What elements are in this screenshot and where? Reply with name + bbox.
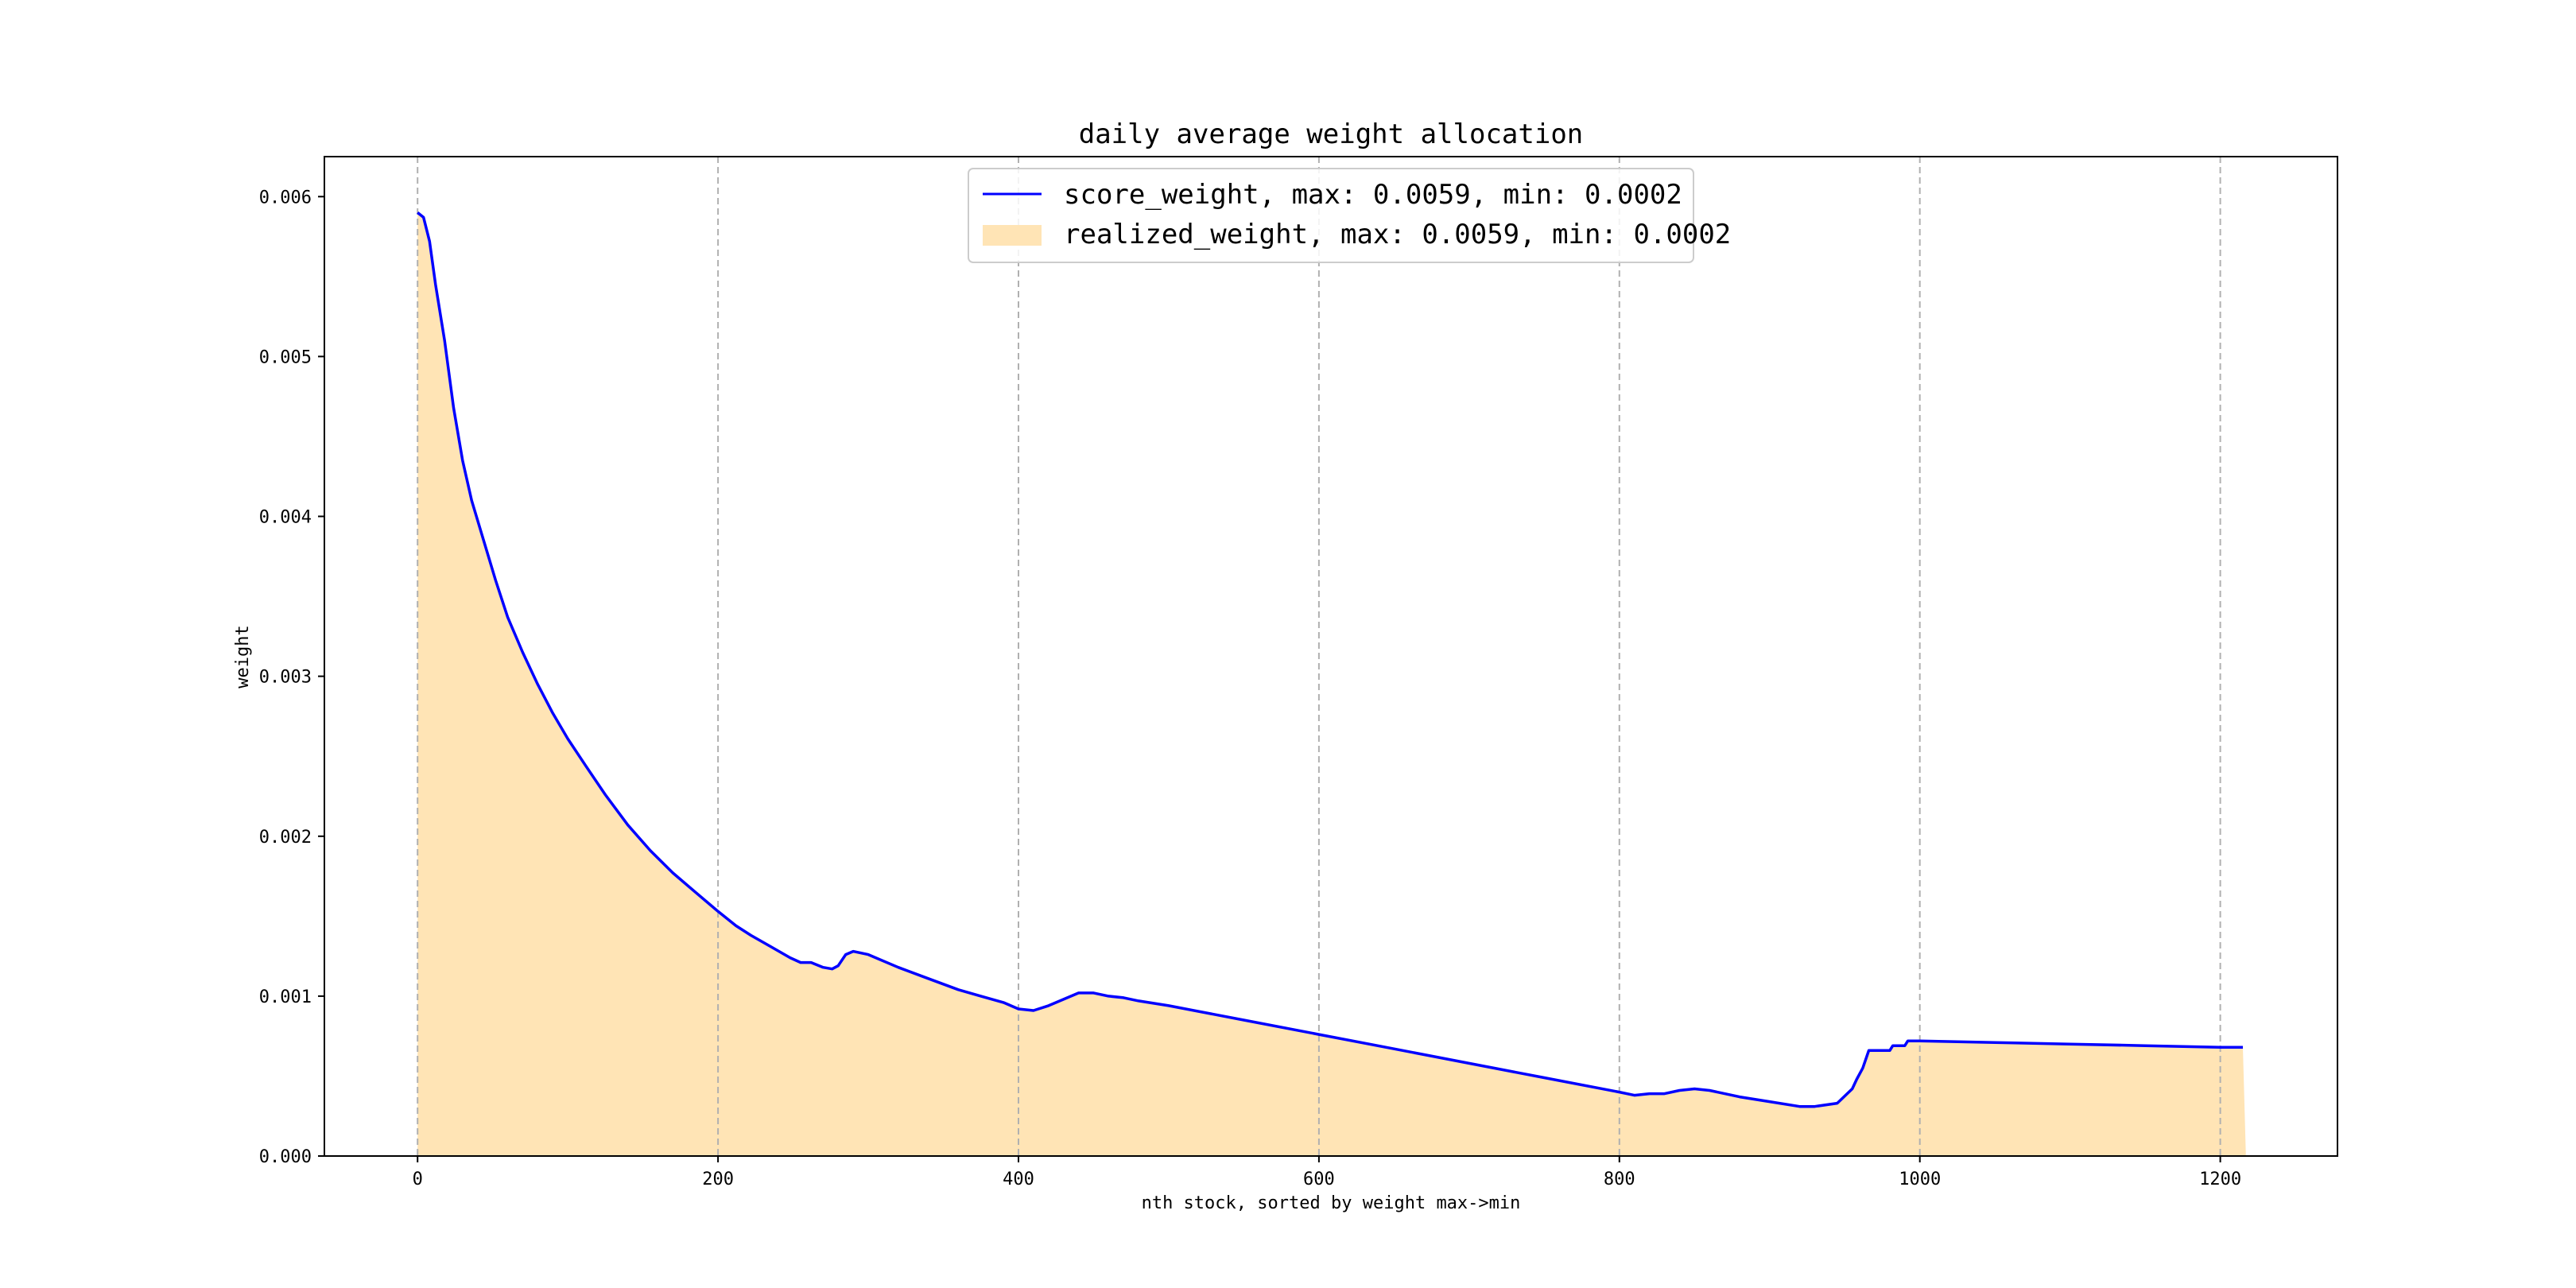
plot-area	[324, 156, 2338, 1157]
y-axis-label: weight	[233, 625, 253, 688]
x-tick-label: 400	[1003, 1170, 1034, 1189]
x-axis-label: nth stock, sorted by weight max->min	[1142, 1193, 1521, 1213]
y-tick-label: 0.006	[259, 188, 312, 208]
legend-entry-realized-weight: realized_weight, max: 0.0059, min: 0.000…	[1064, 219, 1731, 250]
legend: score_weight, max: 0.0059, min: 0.0002 r…	[968, 168, 1731, 263]
fill-layer	[417, 212, 2246, 1156]
y-axis: 0.000 0.001 0.002 0.003 0.004 0.005 0.006	[259, 188, 324, 1167]
legend-entry-score-weight: score_weight, max: 0.0059, min: 0.0002	[1064, 179, 1682, 211]
y-tick-label: 0.001	[259, 987, 312, 1007]
legend-box	[968, 168, 1694, 263]
chart-title: daily average weight allocation	[1079, 118, 1584, 150]
y-tick-label: 0.002	[259, 828, 312, 848]
x-tick-label: 1000	[1899, 1170, 1941, 1189]
x-tick-label: 200	[702, 1170, 734, 1189]
x-tick-label: 0	[413, 1170, 423, 1189]
y-tick-label: 0.004	[259, 508, 312, 528]
legend-fill-swatch	[983, 225, 1042, 246]
y-tick-label: 0.000	[259, 1147, 312, 1167]
score-weight-line	[417, 211, 2243, 1108]
plot-frame	[324, 156, 2338, 1157]
x-axis: 0 200 400 600 800 1000 1200	[413, 1156, 2241, 1189]
x-tick-label: 1200	[2199, 1170, 2241, 1189]
x-tick-label: 800	[1604, 1170, 1635, 1189]
x-tick-label: 600	[1303, 1170, 1335, 1189]
grid-layer	[417, 157, 2221, 1156]
realized-weight-area	[417, 212, 2246, 1156]
y-tick-label: 0.003	[259, 668, 312, 688]
line-layer	[417, 211, 2243, 1108]
y-tick-label: 0.005	[259, 347, 312, 367]
